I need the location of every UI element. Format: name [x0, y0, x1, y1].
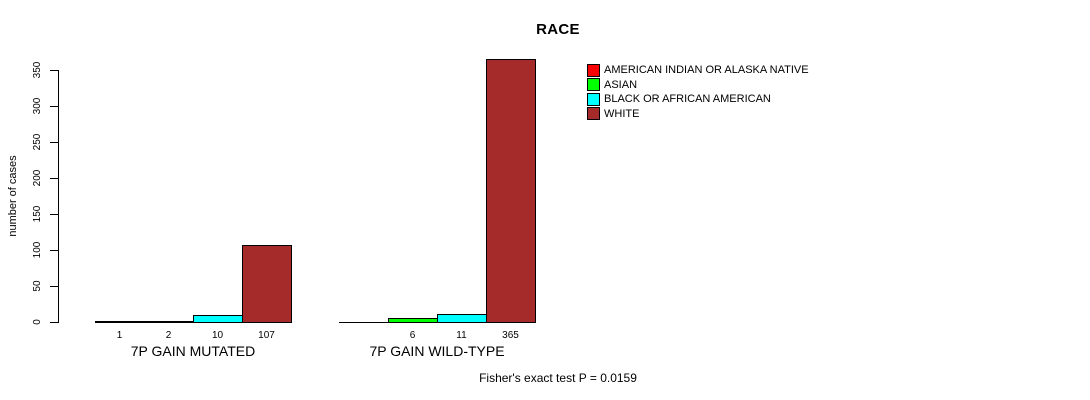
group-baseline — [95, 322, 292, 323]
legend-label: ASIAN — [604, 78, 638, 91]
y-tick — [50, 322, 58, 323]
legend-swatch — [587, 63, 600, 77]
bar — [388, 318, 438, 322]
bar-value-label: 10 — [211, 330, 224, 341]
bar-value-label: 107 — [258, 330, 275, 341]
y-tick-label: 350 — [32, 61, 43, 79]
y-tick — [50, 70, 58, 71]
y-tick — [50, 178, 58, 179]
y-tick — [50, 142, 58, 143]
group-baseline — [339, 322, 536, 323]
bar — [437, 314, 487, 322]
chart-title: RACE — [536, 21, 580, 38]
bar-value-label: 11 — [456, 330, 467, 341]
legend: AMERICAN INDIAN OR ALASKA NATIVE ASIAN BLA… — [587, 63, 809, 121]
bar-value-label: 6 — [409, 330, 416, 341]
group-label: 7P GAIN MUTATED — [130, 343, 256, 359]
bar — [193, 315, 243, 322]
bar — [486, 59, 536, 322]
legend-item: WHITE — [587, 107, 809, 122]
bar-value-label: 1 — [116, 330, 123, 341]
legend-swatch — [587, 78, 600, 92]
y-tick-label: 100 — [32, 241, 43, 259]
legend-item: ASIAN — [587, 78, 809, 93]
bar — [144, 321, 194, 322]
legend-label: AMERICAN INDIAN OR ALASKA NATIVE — [604, 64, 809, 77]
group-label: 7P GAIN WILD-TYPE — [369, 343, 505, 359]
y-tick — [50, 214, 58, 215]
legend-item: AMERICAN INDIAN OR ALASKA NATIVE — [587, 63, 809, 78]
bar — [242, 245, 292, 322]
bar — [339, 322, 389, 323]
y-tick-label: 50 — [32, 280, 43, 292]
legend-swatch — [587, 107, 600, 121]
legend-item: BLACK OR AFRICAN AMERICAN — [587, 92, 809, 107]
y-axis-label: number of cases — [7, 155, 19, 237]
bar — [95, 321, 145, 322]
legend-swatch — [587, 92, 600, 106]
footnote: Fisher's exact test P = 0.0159 — [479, 371, 637, 385]
legend-label: WHITE — [604, 107, 640, 120]
y-tick-label: 300 — [32, 97, 43, 115]
y-tick-label: 0 — [32, 319, 43, 325]
y-tick-label: 150 — [32, 205, 43, 223]
legend-label: BLACK OR AFRICAN AMERICAN — [604, 93, 771, 106]
bar-value-label: 365 — [502, 330, 519, 341]
y-tick-label: 250 — [32, 133, 43, 151]
y-tick — [50, 286, 58, 287]
bar-value-label: 2 — [165, 330, 172, 341]
y-tick — [50, 106, 58, 107]
y-tick — [50, 250, 58, 251]
y-axis-line — [58, 70, 59, 323]
y-tick-label: 200 — [32, 169, 43, 187]
